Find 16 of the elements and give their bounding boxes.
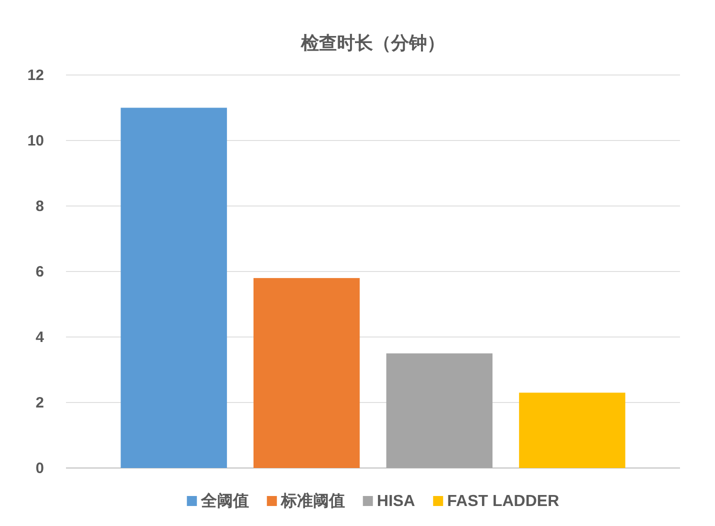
- legend-label: HISA: [376, 493, 416, 510]
- chart-title: 检查时长（分钟）: [300, 33, 445, 53]
- legend-label: 全阈值: [200, 492, 249, 510]
- bar: [120, 108, 227, 468]
- y-tick-label: 2: [36, 394, 44, 412]
- y-tick-label: 10: [27, 132, 44, 150]
- y-tick-label: 12: [27, 67, 44, 84]
- bar: [519, 392, 626, 468]
- legend-label: FAST LADDER: [447, 493, 560, 510]
- y-tick-label: 8: [36, 198, 44, 215]
- y-tick-label: 0: [36, 460, 44, 477]
- legend-label: 标准阈值: [280, 492, 345, 510]
- bar: [254, 278, 360, 468]
- y-tick-label: 6: [36, 264, 44, 280]
- y-tick-label: 4: [36, 329, 45, 346]
- bar: [386, 353, 492, 468]
